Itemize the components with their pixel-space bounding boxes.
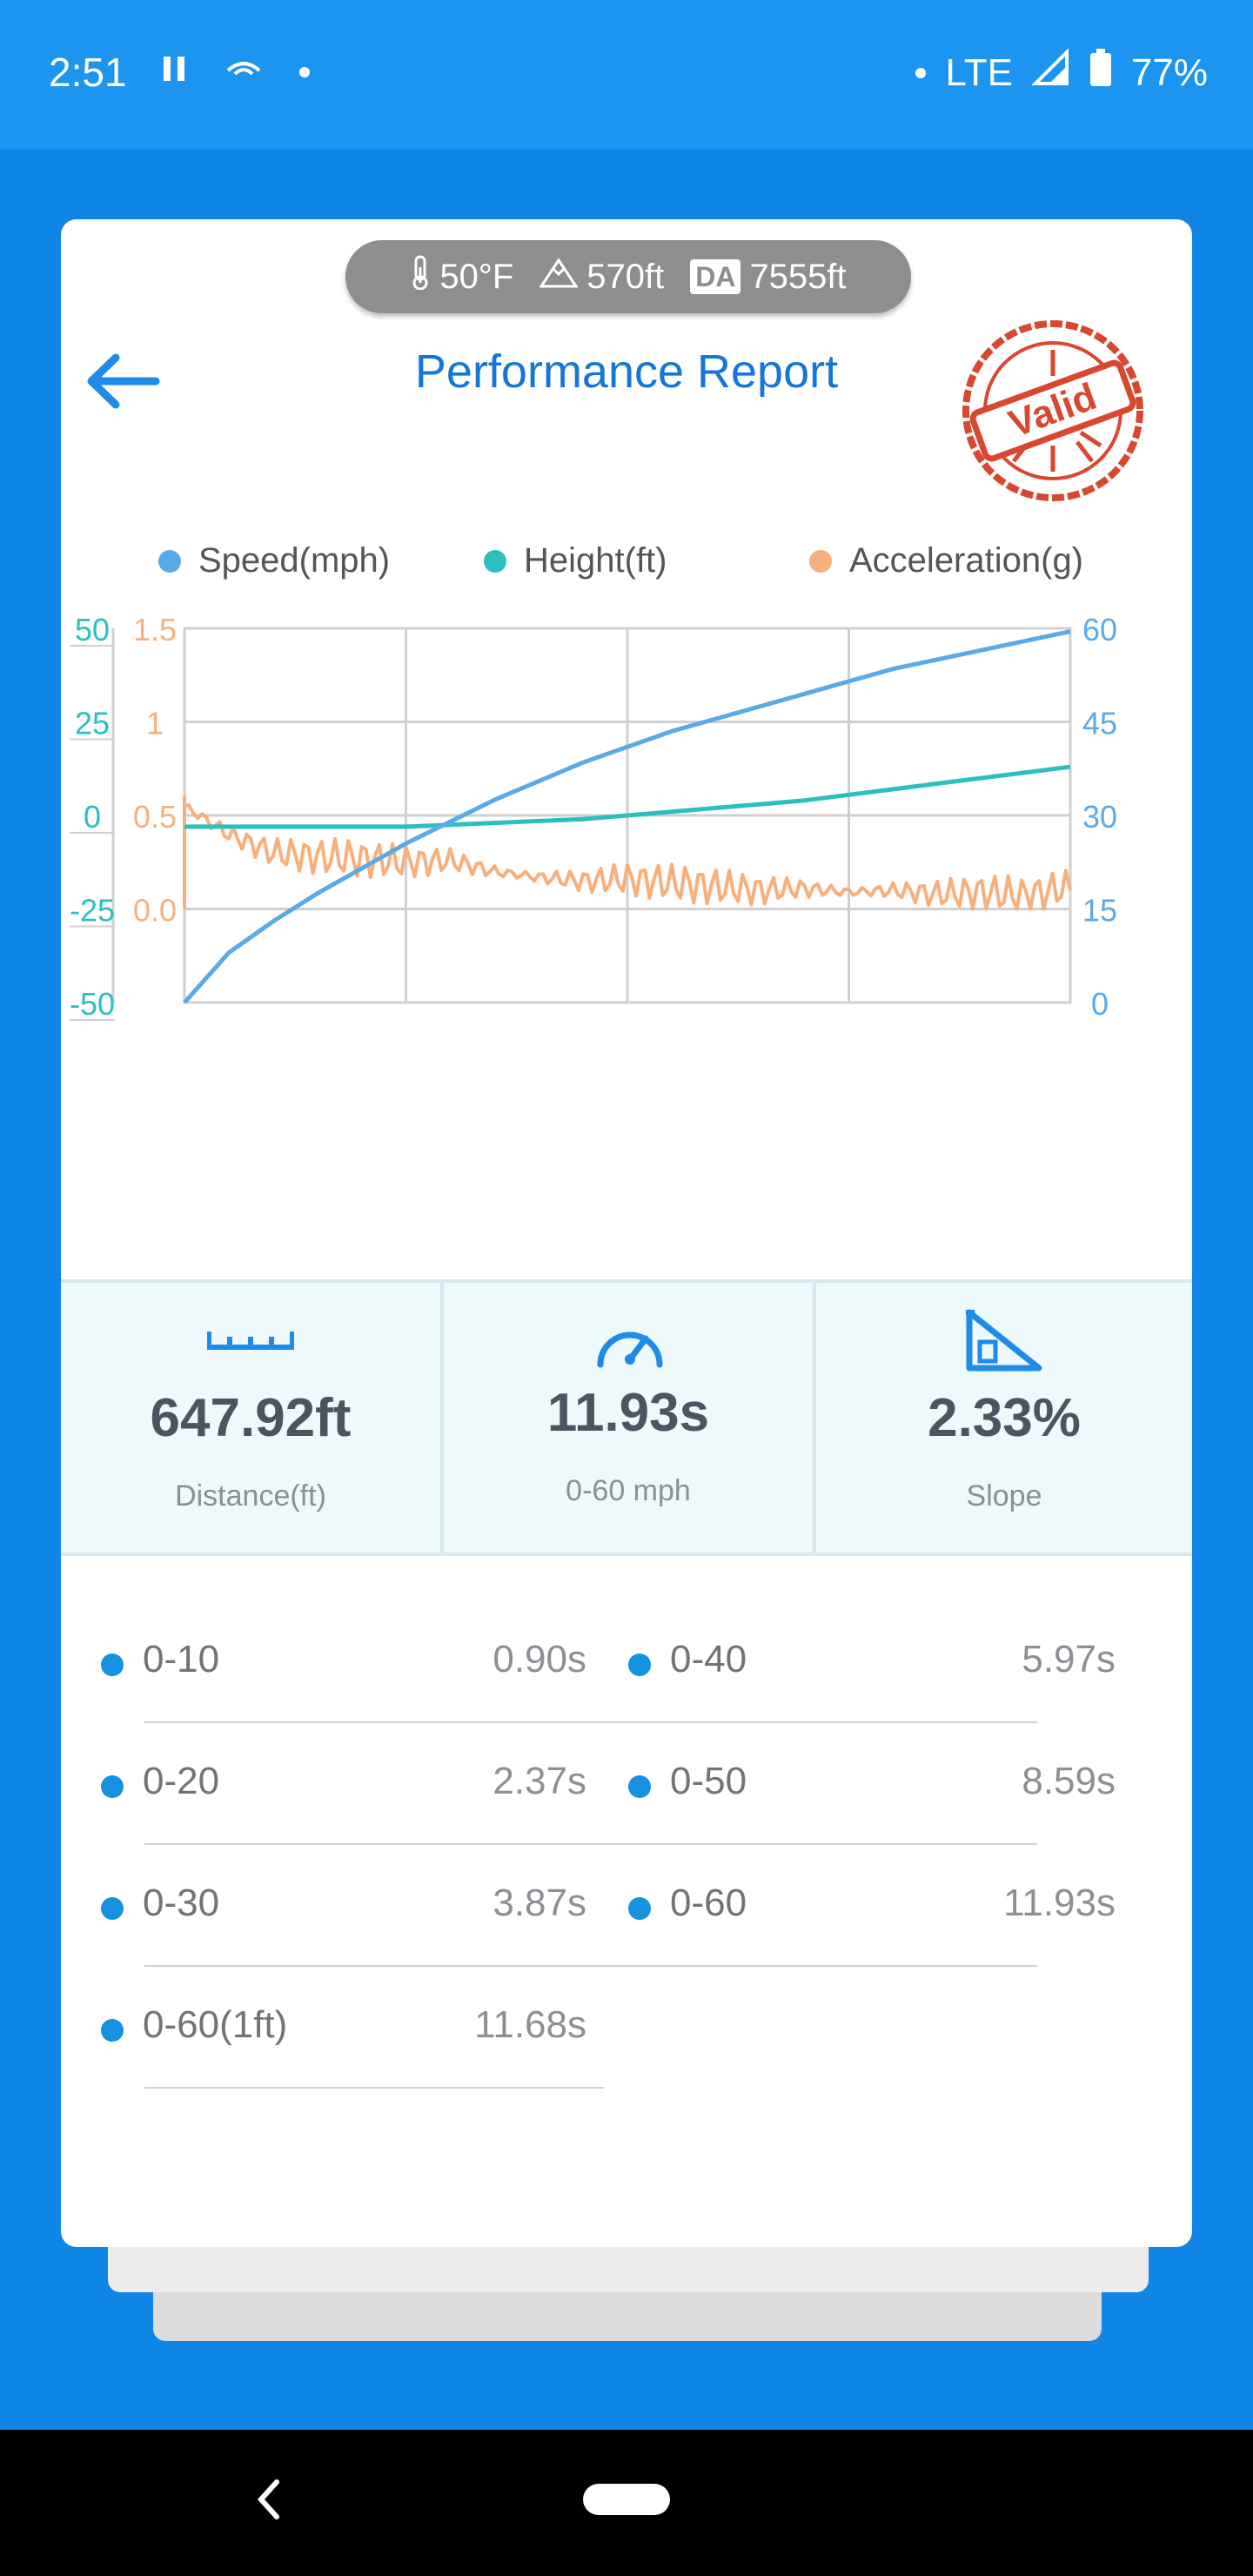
status-time: 2:51 [49, 50, 127, 95]
stat-label: Distance(ft) [175, 1479, 326, 1513]
series-line-acceleration [183, 795, 1072, 911]
environment-pill: 50°F 570ft DA 7555ft [345, 240, 911, 313]
speed-tick-label: 15 [1082, 893, 1117, 929]
speed-tick-label: 30 [1082, 799, 1117, 835]
nav-home-button[interactable] [583, 2484, 670, 2515]
performance-report-card: 50°F 570ft DA 7555ft Performance Report … [61, 219, 1192, 2247]
speedometer-icon [597, 1332, 663, 1368]
height-tick-label: 0 [84, 799, 101, 835]
stat-value: 11.93s [546, 1383, 710, 1443]
bullet-icon [628, 1654, 651, 1676]
notification-dot-icon [915, 67, 927, 78]
bullet-icon [101, 2019, 124, 2042]
series-line-height [184, 764, 1071, 829]
navigation-bar [0, 2430, 1253, 2576]
density-altitude: 7555ft [749, 257, 847, 296]
stat-zero-to-sixty: 11.93s 0-60 mph [444, 1283, 813, 1553]
split-row: 0-60 11.93s [628, 1882, 1116, 1951]
stat-slope: 2.33% Slope [816, 1283, 1192, 1553]
arrow-left-icon [87, 353, 160, 409]
legend-item-speed: Speed(mph) [158, 541, 390, 580]
acceleration-tick-label: 0.5 [133, 799, 177, 835]
speed-tick-label: 60 [1082, 612, 1117, 647]
split-row: 0-10 0.90s [101, 1638, 586, 1707]
split-row: 0-60(1ft) 11.68s [101, 2003, 586, 2073]
thermometer-icon [410, 255, 431, 299]
speed-tick-label: 45 [1082, 706, 1117, 741]
bullet-icon [101, 1897, 124, 1920]
performance-chart: 50 25 0 -25 -50 1.5 1 0.5 0.0 60 45 30 15 0 [70, 612, 1117, 1022]
height-tick-label: 25 [75, 706, 110, 741]
temperature: 50°F [439, 257, 514, 296]
sync-icon [223, 52, 265, 91]
altitude: 570ft [586, 257, 665, 296]
series-line-speed [183, 629, 1071, 1004]
page-title: Performance Report [414, 345, 839, 398]
notification-dot-icon [299, 66, 310, 77]
bullet-icon [628, 1775, 651, 1798]
split-row: 0-30 3.87s [101, 1882, 586, 1951]
speed-tick-label: 0 [1091, 986, 1109, 1022]
split-row: 0-50 8.59s [628, 1760, 1116, 1829]
stat-value: 2.33% [928, 1388, 1081, 1448]
height-tick-label: -25 [70, 893, 115, 929]
network-type: LTE [945, 50, 1013, 94]
status-bar: 2:51 LTE 77% [0, 0, 1253, 150]
bullet-icon [101, 1775, 124, 1798]
stat-label: Slope [966, 1479, 1042, 1513]
nav-back-button[interactable] [252, 2475, 284, 2524]
split-row: 0-40 5.97s [628, 1638, 1116, 1707]
mountain-icon [539, 257, 580, 297]
bullet-icon [101, 1654, 124, 1676]
slope-icon [966, 1309, 1042, 1372]
back-button[interactable] [80, 339, 164, 423]
stat-value: 647.92ft [150, 1388, 352, 1448]
pause-icon [162, 52, 188, 91]
acceleration-tick-label: 0.0 [133, 893, 177, 929]
battery-level: 77% [1130, 50, 1208, 94]
signal-icon [1031, 48, 1070, 97]
legend-item-acceleration: Acceleration(g) [809, 541, 1083, 580]
bullet-icon [628, 1897, 651, 1920]
battery-icon [1089, 49, 1112, 97]
stats-panel: 647.92ft Distance(ft) 11.93s 0-60 mph 2.… [61, 1279, 1192, 1556]
valid-stamp-icon: Valid [962, 320, 1143, 501]
ruler-icon [207, 1332, 294, 1350]
acceleration-tick-label: 1.5 [133, 612, 177, 647]
height-tick-label: -50 [70, 986, 115, 1022]
legend-item-height: Height(ft) [484, 541, 667, 580]
stat-distance: 647.92ft Distance(ft) [61, 1283, 440, 1553]
height-tick-label: 50 [75, 612, 110, 647]
density-altitude-icon: DA [690, 259, 741, 294]
stat-label: 0-60 mph [566, 1474, 691, 1507]
acceleration-tick-label: 1 [146, 706, 164, 741]
split-row: 0-20 2.37s [101, 1760, 586, 1829]
